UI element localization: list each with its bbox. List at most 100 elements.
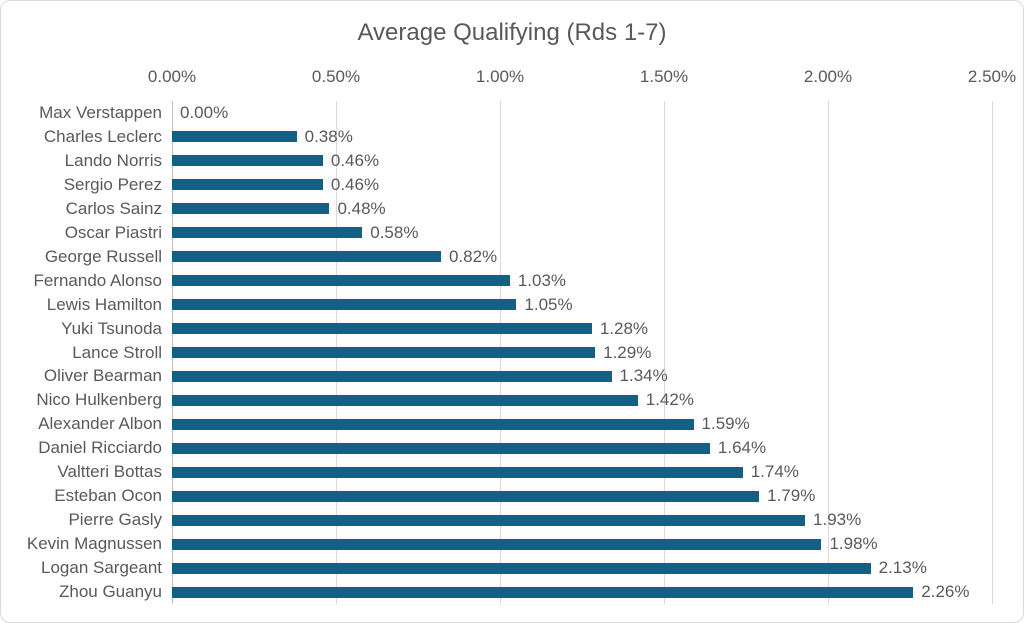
- bar-track: 1.42%: [172, 388, 992, 412]
- bar-row: Oscar Piastri 0.58%: [1, 221, 992, 245]
- value-label: 1.42%: [645, 390, 694, 410]
- bar: [172, 227, 363, 239]
- bar-row: Esteban Ocon 1.79%: [1, 484, 992, 508]
- bar-row: Valtteri Bottas 1.74%: [1, 460, 992, 484]
- bar-track: 2.13%: [172, 556, 992, 580]
- bar-row: Lando Norris 0.46%: [1, 149, 992, 173]
- bar: [172, 586, 914, 598]
- bar-row: Fernando Alonso 1.03%: [1, 269, 992, 293]
- category-label: Charles Leclerc: [43, 126, 162, 146]
- gridline: [992, 101, 993, 604]
- plot-area: Max Verstappen 0.00% Charles Leclerc 0.38% L…: [1, 101, 993, 604]
- bar: [172, 418, 694, 430]
- gridline: [664, 101, 665, 604]
- bar-row: Lewis Hamilton 1.05%: [1, 293, 992, 317]
- value-label: 0.38%: [304, 126, 353, 146]
- category-label: Zhou Guanyu: [58, 582, 162, 602]
- value-label: 0.48%: [337, 198, 386, 218]
- bar-row: Lance Stroll 1.29%: [1, 341, 992, 365]
- bar-row: Kevin Magnussen 1.98%: [1, 532, 992, 556]
- bar: [172, 203, 330, 215]
- value-label: 1.29%: [603, 342, 652, 362]
- bar-track: 1.05%: [172, 293, 992, 317]
- bar: [172, 442, 710, 454]
- bar-row: Carlos Sainz 0.48%: [1, 197, 992, 221]
- bar-row: Yuki Tsunoda 1.28%: [1, 317, 992, 341]
- category-label: Logan Sargeant: [41, 558, 162, 578]
- category-label: George Russell: [44, 246, 162, 266]
- bar-row: Sergio Perez 0.46%: [1, 173, 992, 197]
- bar-row: Alexander Albon 1.59%: [1, 412, 992, 436]
- bar-row: Pierre Gasly 1.93%: [1, 508, 992, 532]
- value-label: 0.46%: [330, 174, 380, 194]
- bar: [172, 514, 806, 526]
- category-label: Sergio Perez: [63, 174, 162, 194]
- bar-track: 1.64%: [172, 436, 992, 460]
- category-label: Pierre Gasly: [68, 510, 162, 530]
- category-label: Yuki Tsunoda: [61, 318, 162, 338]
- value-label: 1.03%: [517, 270, 567, 290]
- bar-row: Charles Leclerc 0.38%: [1, 125, 992, 149]
- value-label: 1.98%: [829, 534, 878, 554]
- bar: [172, 323, 592, 335]
- bar-track: 1.34%: [172, 364, 992, 388]
- value-label: 0.46%: [330, 150, 380, 170]
- category-label: Lance Stroll: [72, 342, 162, 362]
- category-label: Oscar Piastri: [64, 222, 162, 242]
- bar-track: 1.59%: [172, 412, 992, 436]
- bar: [172, 299, 517, 311]
- axis-tick-label: 1.50%: [639, 67, 689, 86]
- bar-row: Max Verstappen 0.00%: [1, 101, 992, 125]
- value-label: 0.82%: [448, 246, 498, 266]
- bar: [172, 370, 612, 382]
- bar-track: 1.28%: [172, 317, 992, 341]
- bar-row: Daniel Ricciardo 1.64%: [1, 436, 992, 460]
- bar-track: 2.26%: [172, 580, 992, 604]
- bar-track: 0.46%: [172, 149, 992, 173]
- bar-track: 0.82%: [172, 245, 992, 269]
- bar: [172, 394, 638, 406]
- axis-tick-label: 1.00%: [475, 67, 525, 86]
- value-label: 1.64%: [717, 438, 767, 458]
- bar: [172, 155, 323, 167]
- bar-track: 0.38%: [172, 125, 992, 149]
- axis-tick-label: 2.50%: [967, 67, 1017, 86]
- bar-row: Logan Sargeant 2.13%: [1, 556, 992, 580]
- bar: [172, 562, 871, 574]
- gridline: [828, 101, 829, 604]
- category-label: Alexander Albon: [38, 414, 162, 434]
- bar-track: 0.00%: [172, 101, 992, 125]
- value-label: 1.74%: [750, 462, 799, 482]
- category-label: Lewis Hamilton: [46, 294, 162, 314]
- category-label: Kevin Magnussen: [26, 534, 162, 554]
- bar-track: 1.74%: [172, 460, 992, 484]
- value-label: 0.00%: [180, 102, 229, 122]
- value-label: 1.34%: [619, 366, 668, 386]
- value-label: 0.58%: [370, 222, 419, 242]
- bar-row: Oliver Bearman 1.34%: [1, 364, 992, 388]
- value-label: 2.26%: [921, 582, 970, 602]
- axis-tick-label: 2.00%: [803, 67, 853, 86]
- category-label: Carlos Sainz: [65, 198, 162, 218]
- category-label: Fernando Alonso: [33, 270, 162, 290]
- bar-track: 1.93%: [172, 508, 992, 532]
- value-label: 1.79%: [767, 486, 816, 506]
- bar-track: 1.98%: [172, 532, 992, 556]
- axis-tick-label: 0.00%: [147, 67, 197, 86]
- bar: [172, 538, 822, 550]
- bar: [172, 347, 596, 358]
- bar: [172, 275, 510, 287]
- category-label: Valtteri Bottas: [57, 462, 162, 482]
- category-label: Daniel Ricciardo: [38, 438, 162, 458]
- chart-title: Average Qualifying (Rds 1-7): [357, 19, 667, 46]
- bar-track: 0.58%: [172, 221, 992, 245]
- value-label: 1.59%: [701, 414, 750, 434]
- value-axis: 0.00% 0.50% 1.00% 1.50% 2.00% 2.50%: [1, 67, 1023, 87]
- category-label: Nico Hulkenberg: [36, 390, 162, 410]
- bar: [172, 179, 323, 191]
- category-label: Lando Norris: [64, 150, 162, 170]
- bar-track: 1.79%: [172, 484, 992, 508]
- bar-track: 1.03%: [172, 269, 992, 293]
- bar-track: 1.29%: [172, 341, 992, 365]
